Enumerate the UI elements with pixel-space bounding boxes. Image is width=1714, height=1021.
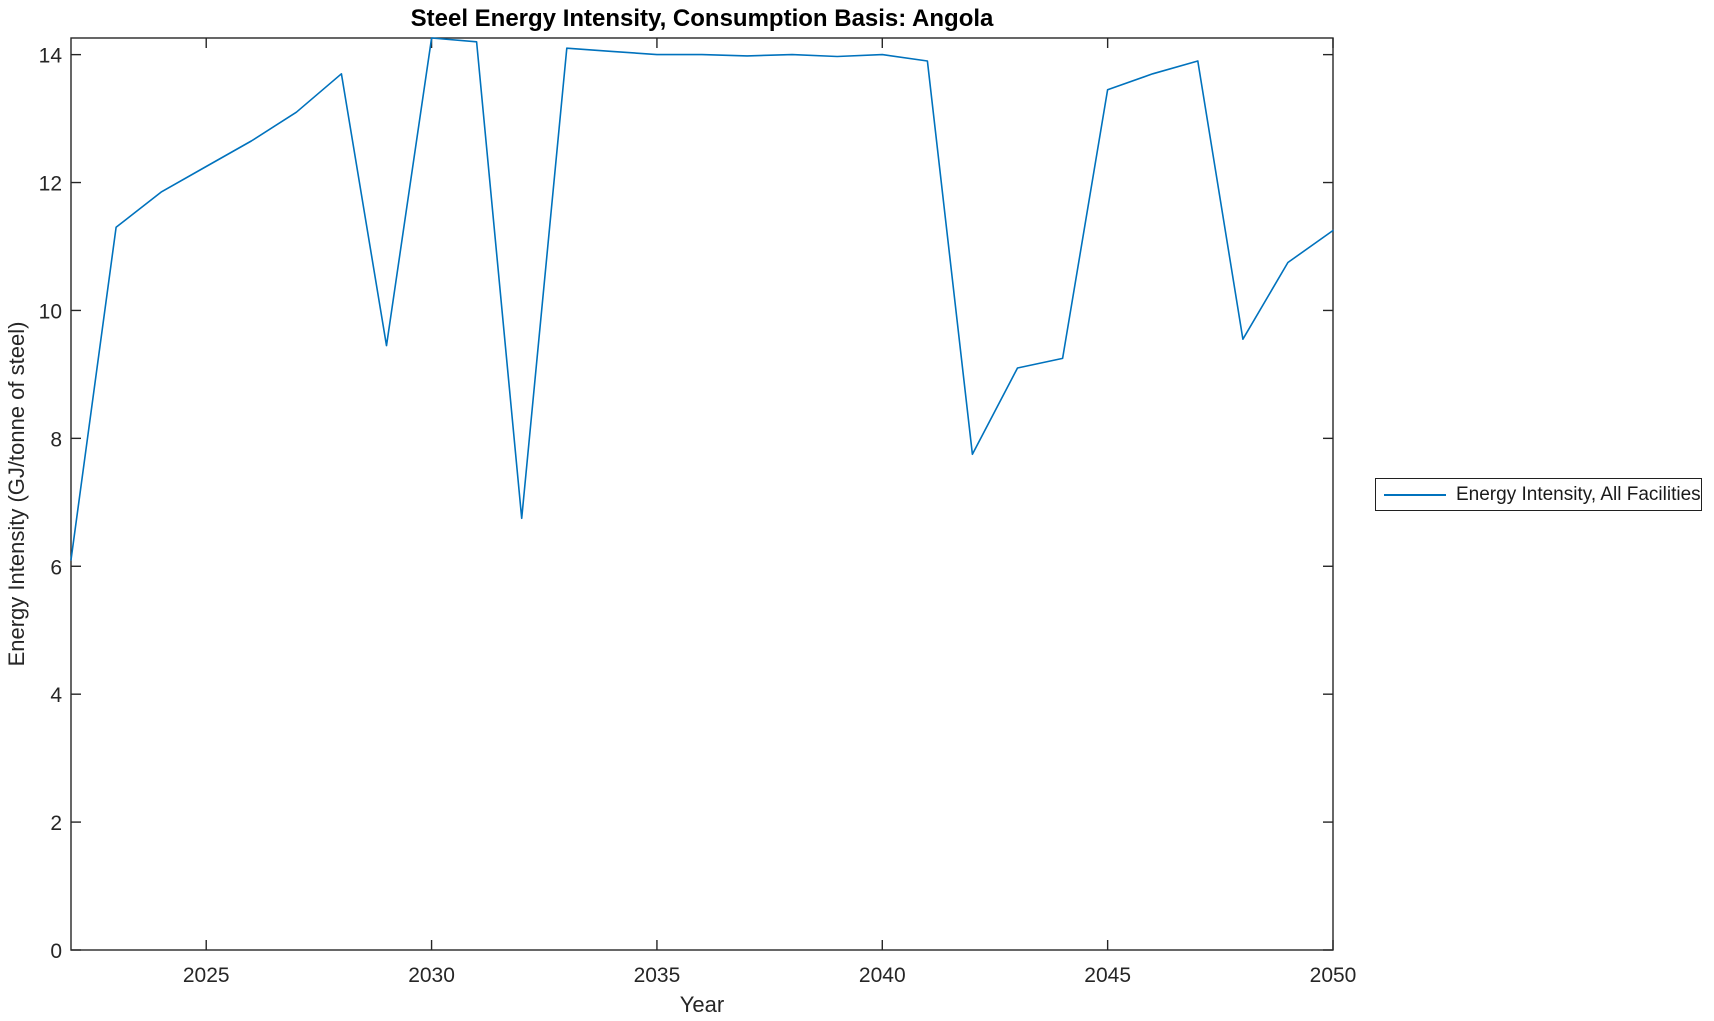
legend-box: Energy Intensity, All Facilities <box>1375 478 1702 511</box>
legend-entry-label: Energy Intensity, All Facilities <box>1456 483 1701 505</box>
y-tick-label: 10 <box>39 300 62 323</box>
x-tick-label: 2050 <box>1310 964 1357 987</box>
chart-title: Steel Energy Intensity, Consumption Basi… <box>411 5 994 32</box>
x-tick-label: 2035 <box>634 964 681 987</box>
y-tick-label: 8 <box>50 428 62 451</box>
y-tick-label: 6 <box>50 556 62 579</box>
y-tick-label: 4 <box>50 684 62 707</box>
x-tick-label: 2045 <box>1084 964 1131 987</box>
y-tick-label: 2 <box>50 812 62 835</box>
x-tick-label: 2030 <box>408 964 455 987</box>
axes-box <box>70 37 1334 951</box>
x-tick-label: 2040 <box>859 964 906 987</box>
x-axis-label: Year <box>680 992 724 1017</box>
legend-line-sample <box>1384 493 1446 496</box>
y-axis-label: Energy Intensity (GJ/tonne of steel) <box>4 322 29 667</box>
y-tick-label: 0 <box>50 940 62 963</box>
y-tick-label: 12 <box>39 173 62 196</box>
y-tick-label: 14 <box>39 45 63 68</box>
plot-area: 2025 2030 2035 2040 2045 2050 0 2 4 6 8 10 12 14 <box>39 37 1357 987</box>
x-tick-label: 2025 <box>183 964 230 987</box>
data-line <box>70 37 1334 561</box>
